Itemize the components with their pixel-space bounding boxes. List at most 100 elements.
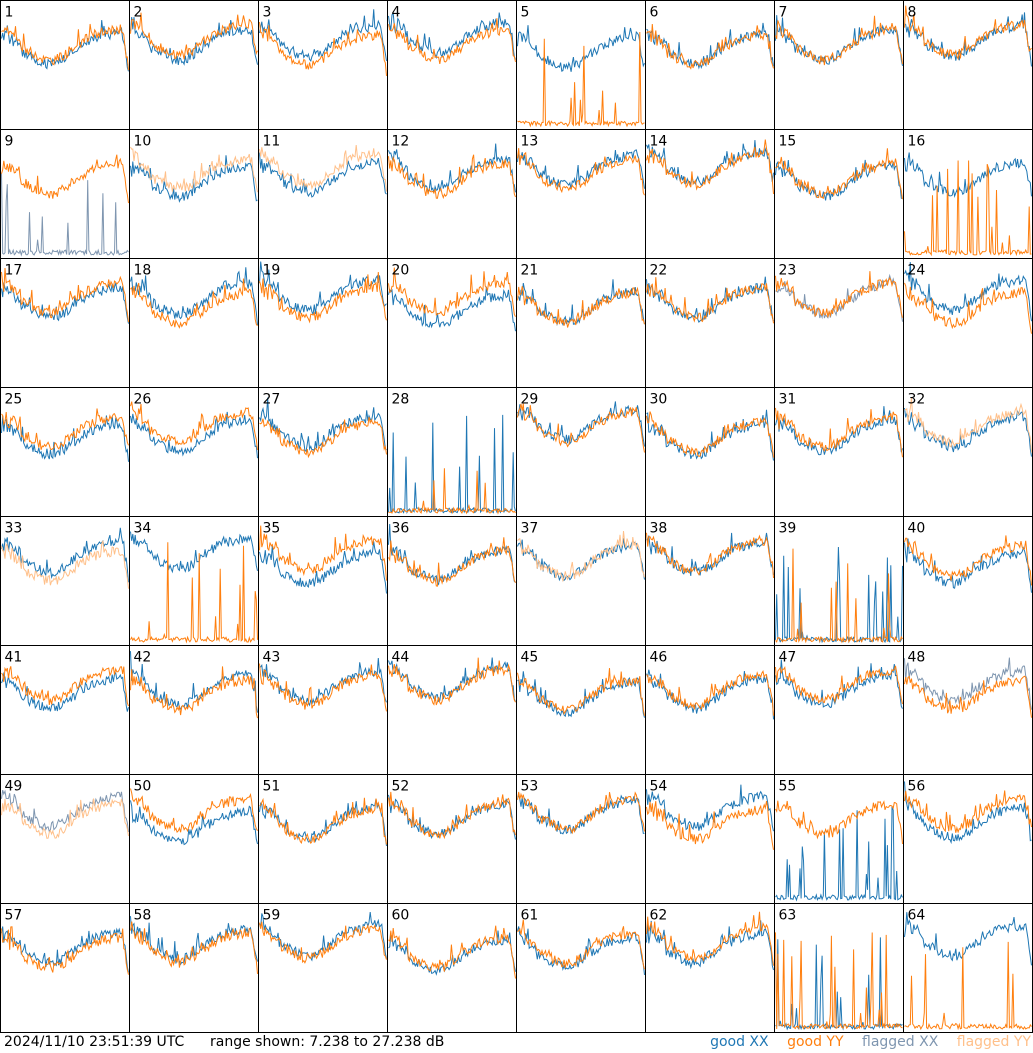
panel-15: 15 (774, 129, 904, 259)
panel-frame (516, 645, 646, 775)
panel-label: 61 (521, 908, 539, 924)
yy-trace (259, 416, 387, 459)
panel-25: 25 (0, 387, 130, 517)
yy-trace (388, 925, 516, 979)
yy-trace (646, 911, 774, 966)
yy-trace (904, 675, 1032, 718)
panel-label: 12 (392, 134, 410, 150)
xx-trace (388, 11, 516, 60)
panel-17: 17 (0, 258, 130, 388)
xx-trace (130, 800, 258, 846)
panel-label: 49 (5, 779, 23, 795)
panel-label: 13 (521, 134, 539, 150)
panel-47: 47 (774, 645, 904, 775)
panel-38: 38 (645, 516, 775, 646)
panel-label: 39 (779, 521, 797, 537)
panel-37: 37 (516, 516, 646, 646)
panel-label: 64 (908, 908, 926, 924)
yy-trace (388, 791, 516, 840)
panel-label: 48 (908, 650, 926, 666)
panel-frame (516, 774, 646, 904)
yy-trace (130, 666, 258, 719)
panel-frame (645, 516, 775, 646)
xx-trace (904, 657, 1032, 710)
panel-19: 19 (258, 258, 388, 388)
xx-trace (1, 671, 129, 712)
panel-frame (903, 0, 1033, 130)
panel-label: 26 (134, 392, 152, 408)
yy-trace (775, 932, 903, 1030)
panel-label: 20 (392, 263, 410, 279)
yy-trace (775, 407, 903, 458)
yy-trace (904, 397, 1032, 453)
yy-trace (130, 921, 258, 974)
panel-label: 9 (5, 134, 14, 150)
panel-46: 46 (645, 645, 775, 775)
panel-label: 58 (134, 908, 152, 924)
panel-label: 23 (779, 263, 797, 279)
panel-label: 14 (650, 134, 668, 150)
yy-trace (904, 160, 1032, 257)
panel-34: 34 (129, 516, 259, 646)
panel-frame (0, 516, 130, 646)
panel-36: 36 (387, 516, 517, 646)
panel-frame (516, 903, 646, 1033)
panel-label: 46 (650, 650, 668, 666)
panel-44: 44 (387, 645, 517, 775)
legend: good XX good YY flagged XX flagged YY (696, 1034, 1031, 1050)
yy-trace (259, 921, 387, 964)
xx-trace (904, 781, 1032, 845)
panel-63: 63 (774, 903, 904, 1033)
panel-52: 52 (387, 774, 517, 904)
panel-39: 39 (774, 516, 904, 646)
panel-48: 48 (903, 645, 1033, 775)
panel-10: 10 (129, 129, 259, 259)
panel-label: 36 (392, 521, 410, 537)
yy-trace (775, 271, 903, 318)
range-label: range shown: 7.238 to 27.238 dB (210, 1034, 445, 1050)
panel-frame (645, 387, 775, 517)
panel-4: 4 (387, 0, 517, 130)
panel-14: 14 (645, 129, 775, 259)
xx-trace (775, 806, 903, 902)
panel-frame (645, 129, 775, 259)
panel-58: 58 (129, 903, 259, 1033)
panel-18: 18 (129, 258, 259, 388)
yy-trace (259, 797, 387, 845)
xx-trace (517, 794, 645, 835)
panel-16: 16 (903, 129, 1033, 259)
yy-trace (775, 800, 903, 845)
yy-trace (517, 286, 645, 328)
yy-trace (646, 801, 774, 850)
panel-frame (645, 0, 775, 130)
panel-frame (774, 645, 904, 775)
panel-label: 30 (650, 392, 668, 408)
panel-label: 25 (5, 392, 23, 408)
panel-label: 7 (779, 5, 788, 21)
panel-33: 33 (0, 516, 130, 646)
yy-trace (130, 146, 258, 193)
panel-frame (774, 0, 904, 130)
panel-label: 5 (521, 5, 530, 21)
yy-trace (904, 5, 1032, 61)
yy-trace (1, 267, 129, 323)
panel-frame (129, 903, 259, 1033)
yy-trace (517, 31, 645, 128)
panel-30: 30 (645, 387, 775, 517)
panel-frame (258, 645, 388, 775)
panel-label: 27 (263, 392, 281, 408)
xx-trace (646, 784, 774, 832)
yy-trace (904, 535, 1032, 586)
panel-6: 6 (645, 0, 775, 130)
yy-trace (775, 665, 903, 705)
xx-trace (1, 789, 129, 833)
panel-frame (516, 387, 646, 517)
yy-trace (259, 22, 387, 76)
panel-31: 31 (774, 387, 904, 517)
panel-label: 31 (779, 392, 797, 408)
panel-27: 27 (258, 387, 388, 517)
yy-trace (388, 154, 516, 200)
footer: 2024/11/10 23:51:39 UTC range shown: 7.2… (0, 1033, 1033, 1053)
panel-56: 56 (903, 774, 1033, 904)
xx-trace (259, 152, 387, 198)
